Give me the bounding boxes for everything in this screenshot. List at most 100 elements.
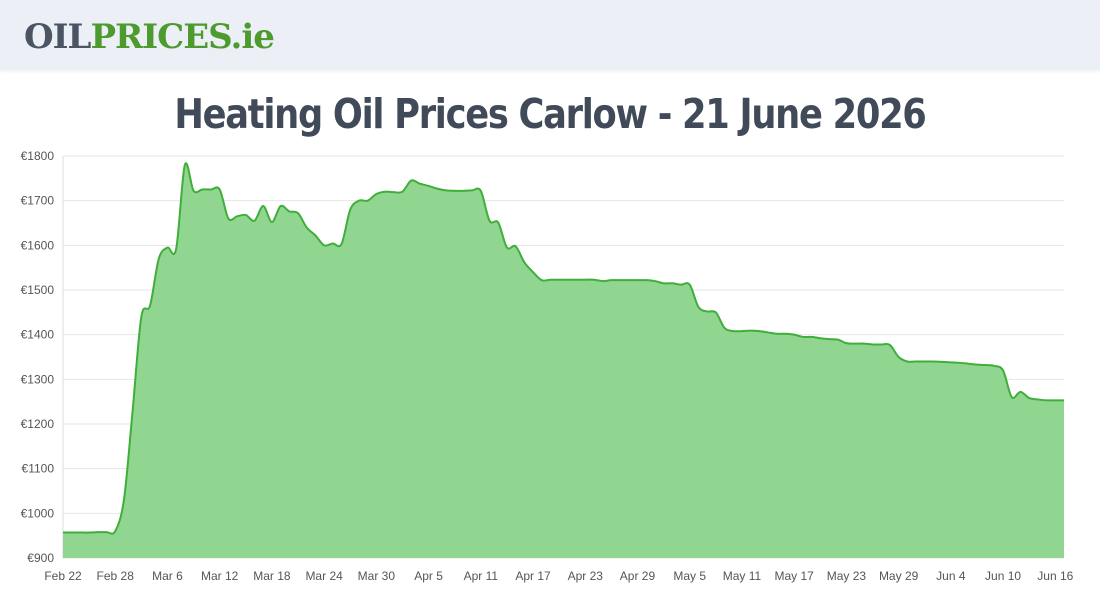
data-point[interactable] bbox=[112, 528, 118, 534]
data-point[interactable] bbox=[652, 278, 658, 284]
data-point[interactable] bbox=[130, 408, 136, 414]
data-point[interactable] bbox=[495, 220, 501, 226]
data-point[interactable] bbox=[704, 308, 710, 314]
data-point[interactable] bbox=[756, 328, 762, 334]
data-point[interactable] bbox=[582, 277, 588, 283]
data-point[interactable] bbox=[1009, 394, 1015, 400]
data-point[interactable] bbox=[826, 336, 832, 342]
data-point[interactable] bbox=[730, 328, 736, 334]
data-point[interactable] bbox=[199, 187, 205, 193]
data-point[interactable] bbox=[739, 328, 745, 334]
data-point[interactable] bbox=[809, 334, 815, 340]
data-point[interactable] bbox=[95, 529, 101, 535]
data-point[interactable] bbox=[843, 340, 849, 346]
data-point[interactable] bbox=[138, 314, 144, 320]
data-point[interactable] bbox=[1026, 395, 1032, 401]
data-point[interactable] bbox=[678, 282, 684, 288]
data-point[interactable] bbox=[347, 207, 353, 213]
data-point[interactable] bbox=[661, 280, 667, 286]
data-point[interactable] bbox=[948, 359, 954, 365]
data-point[interactable] bbox=[243, 212, 249, 218]
data-point[interactable] bbox=[565, 277, 571, 283]
data-point[interactable] bbox=[321, 242, 327, 248]
data-point[interactable] bbox=[547, 277, 553, 283]
data-point[interactable] bbox=[208, 187, 214, 193]
data-point[interactable] bbox=[861, 341, 867, 347]
data-point[interactable] bbox=[748, 328, 754, 334]
data-point[interactable] bbox=[1000, 367, 1006, 373]
data-point[interactable] bbox=[878, 341, 884, 347]
data-point[interactable] bbox=[939, 359, 945, 365]
data-point[interactable] bbox=[443, 187, 449, 193]
data-point[interactable] bbox=[870, 341, 876, 347]
data-point[interactable] bbox=[269, 219, 275, 225]
data-point[interactable] bbox=[225, 216, 231, 222]
data-point[interactable] bbox=[626, 277, 632, 283]
data-point[interactable] bbox=[1052, 397, 1058, 403]
data-point[interactable] bbox=[782, 331, 788, 337]
data-point[interactable] bbox=[991, 363, 997, 369]
data-point[interactable] bbox=[713, 309, 719, 315]
data-point[interactable] bbox=[365, 198, 371, 204]
data-point[interactable] bbox=[60, 530, 66, 536]
data-point[interactable] bbox=[417, 181, 423, 187]
data-point[interactable] bbox=[974, 362, 980, 368]
data-point[interactable] bbox=[556, 277, 562, 283]
data-point[interactable] bbox=[887, 342, 893, 348]
data-point[interactable] bbox=[104, 529, 110, 535]
data-point[interactable] bbox=[460, 188, 466, 194]
data-point[interactable] bbox=[251, 218, 257, 224]
data-point[interactable] bbox=[983, 362, 989, 368]
data-point[interactable] bbox=[643, 277, 649, 283]
data-point[interactable] bbox=[913, 358, 919, 364]
data-point[interactable] bbox=[695, 304, 701, 310]
data-point[interactable] bbox=[600, 278, 606, 284]
data-point[interactable] bbox=[930, 358, 936, 364]
data-point[interactable] bbox=[173, 246, 179, 252]
data-point[interactable] bbox=[965, 361, 971, 367]
data-point[interactable] bbox=[591, 277, 597, 283]
data-point[interactable] bbox=[922, 358, 928, 364]
data-point[interactable] bbox=[608, 277, 614, 283]
data-point[interactable] bbox=[164, 245, 170, 251]
data-point[interactable] bbox=[478, 188, 484, 194]
data-point[interactable] bbox=[687, 282, 693, 288]
data-point[interactable] bbox=[469, 187, 475, 193]
data-point[interactable] bbox=[669, 280, 675, 286]
data-point[interactable] bbox=[835, 337, 841, 343]
data-point[interactable] bbox=[278, 203, 284, 209]
data-point[interactable] bbox=[574, 277, 580, 283]
data-point[interactable] bbox=[121, 497, 127, 503]
data-point[interactable] bbox=[304, 224, 310, 230]
data-point[interactable] bbox=[86, 530, 92, 536]
data-point[interactable] bbox=[1035, 396, 1041, 402]
data-point[interactable] bbox=[69, 530, 75, 536]
data-point[interactable] bbox=[722, 325, 728, 331]
data-point[interactable] bbox=[434, 186, 440, 192]
data-point[interactable] bbox=[1061, 397, 1067, 403]
data-point[interactable] bbox=[260, 203, 266, 209]
data-point[interactable] bbox=[399, 189, 405, 195]
data-point[interactable] bbox=[373, 191, 379, 197]
data-point[interactable] bbox=[77, 530, 83, 536]
data-point[interactable] bbox=[182, 162, 188, 168]
data-point[interactable] bbox=[521, 259, 527, 265]
data-point[interactable] bbox=[617, 277, 623, 283]
data-point[interactable] bbox=[530, 269, 536, 275]
data-point[interactable] bbox=[513, 243, 519, 249]
data-point[interactable] bbox=[800, 334, 806, 340]
data-point[interactable] bbox=[356, 198, 362, 204]
data-point[interactable] bbox=[1017, 389, 1023, 395]
data-point[interactable] bbox=[452, 188, 458, 194]
data-point[interactable] bbox=[426, 183, 432, 189]
data-point[interactable] bbox=[217, 187, 223, 193]
data-point[interactable] bbox=[408, 178, 414, 184]
data-point[interactable] bbox=[852, 341, 858, 347]
data-point[interactable] bbox=[1044, 397, 1050, 403]
data-point[interactable] bbox=[147, 303, 153, 309]
data-point[interactable] bbox=[896, 354, 902, 360]
data-point[interactable] bbox=[156, 256, 162, 262]
data-point[interactable] bbox=[312, 233, 318, 239]
data-point[interactable] bbox=[791, 332, 797, 338]
data-point[interactable] bbox=[634, 277, 640, 283]
